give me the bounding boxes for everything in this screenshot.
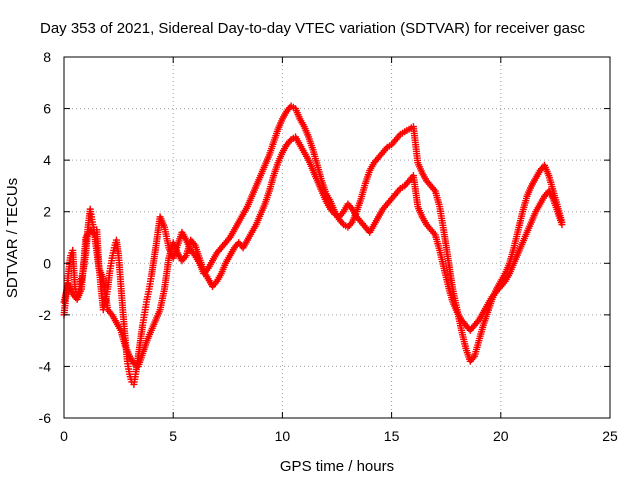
plot-frame — [63, 56, 611, 419]
y-tick-label: 0 — [43, 255, 51, 271]
y-tick-label: 6 — [43, 101, 51, 117]
x-tick-label: 15 — [384, 428, 400, 444]
data-point — [558, 221, 566, 229]
y-axis-label: SDTVAR / TECUs — [4, 178, 21, 298]
chart-title: Day 353 of 2021, Sidereal Day-to-day VTE… — [40, 20, 585, 37]
grid — [64, 57, 610, 418]
data-points — [60, 102, 566, 388]
x-tick-label: 25 — [602, 428, 618, 444]
x-tick-label: 0 — [60, 428, 68, 444]
y-tick-label: 8 — [43, 49, 51, 65]
x-tick-label: 5 — [169, 428, 177, 444]
y-tick-label: 2 — [43, 204, 51, 220]
y-tick-label: 4 — [43, 152, 51, 168]
y-tick-label: -2 — [39, 307, 52, 323]
x-tick-label: 10 — [275, 428, 291, 444]
x-axis-label: GPS time / hours — [280, 458, 394, 475]
y-tick-label: -4 — [39, 358, 52, 374]
axis-tick-labels: 0 5 10 15 20 25 -6 -4 -2 0 2 4 6 8 — [39, 49, 618, 444]
y-tick-label: -6 — [39, 410, 52, 426]
axis-ticks — [63, 56, 611, 419]
x-tick-label: 20 — [493, 428, 509, 444]
